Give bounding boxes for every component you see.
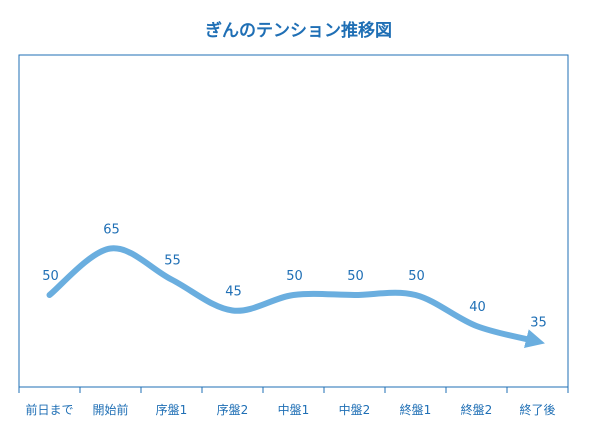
x-tick-label: 中盤2 xyxy=(339,402,371,417)
data-label: 65 xyxy=(103,223,120,238)
x-tick-label: 終盤1 xyxy=(400,402,432,417)
x-tick-label: 終盤2 xyxy=(461,402,493,417)
plot-area-frame xyxy=(18,54,569,388)
x-tick-label: 序盤1 xyxy=(156,402,188,417)
x-tick-label: 終了後 xyxy=(519,402,555,417)
data-label: 50 xyxy=(347,269,364,284)
data-label: 50 xyxy=(42,269,59,284)
chart-title: ぎんのテンション推移図 xyxy=(205,21,392,41)
x-axis-tick-labels: 前日まで 開始前 序盤1 序盤2 中盤1 中盤2 終盤1 終盤2 終了後 xyxy=(25,402,555,417)
series-line xyxy=(46,245,545,348)
x-tick-label: 序盤2 xyxy=(217,402,249,417)
data-label: 35 xyxy=(530,316,547,331)
data-labels: 50 65 55 45 50 50 50 40 35 xyxy=(42,223,547,331)
x-tick-label: 開始前 xyxy=(92,402,128,417)
x-tick-label: 中盤1 xyxy=(278,402,310,417)
data-label: 55 xyxy=(164,254,181,269)
x-tick-label: 前日まで xyxy=(25,402,73,417)
data-label: 45 xyxy=(225,285,242,300)
x-axis-ticks xyxy=(18,387,569,393)
data-label: 50 xyxy=(408,269,425,284)
data-label: 40 xyxy=(469,300,486,315)
data-label: 50 xyxy=(286,269,303,284)
